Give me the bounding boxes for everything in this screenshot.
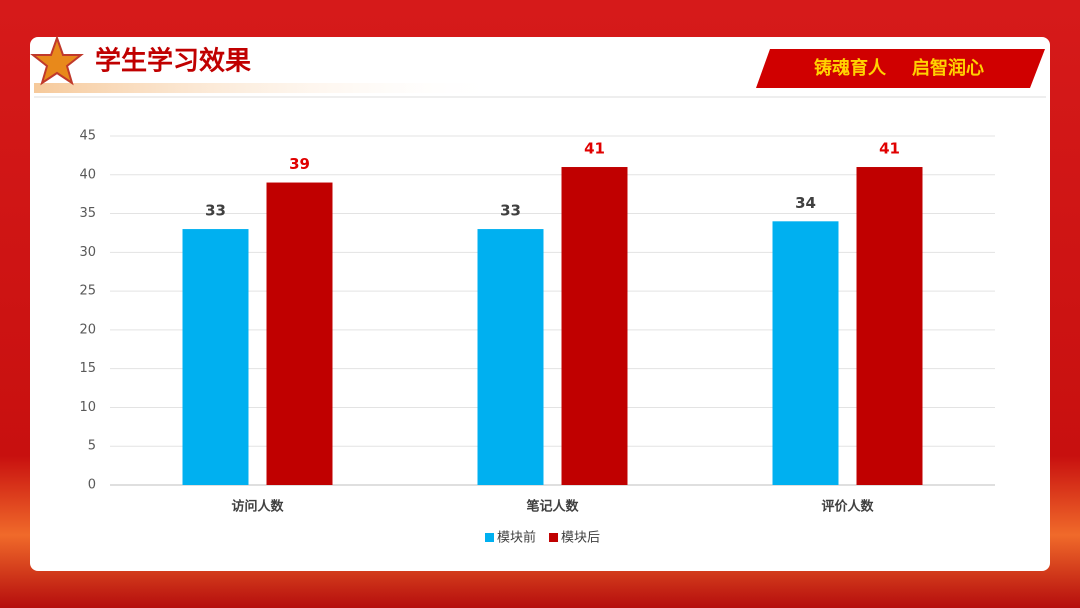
y-tick-label: 20 [79, 322, 96, 337]
legend-label: 模块后 [561, 531, 600, 546]
bar [561, 167, 628, 485]
y-tick-label: 35 [79, 206, 96, 221]
value-label: 34 [795, 194, 816, 212]
bar [772, 221, 839, 486]
value-label: 33 [205, 202, 226, 220]
slogan: 启智润心 [912, 57, 984, 79]
slogan-banner [756, 49, 1045, 88]
legend-swatch [485, 533, 494, 542]
value-label: 41 [879, 140, 900, 158]
y-tick-label: 45 [79, 129, 96, 144]
legend-swatch [549, 533, 559, 542]
slogan: 铸魂育人 [814, 57, 887, 79]
y-tick-label: 30 [79, 245, 96, 260]
value-label: 39 [289, 155, 310, 173]
y-tick-label: 25 [79, 284, 96, 299]
legend-label: 模块前 [497, 530, 536, 546]
x-tick-label: 笔记人数 [526, 499, 579, 515]
bar [182, 229, 249, 485]
value-label: 33 [500, 202, 521, 220]
value-label: 41 [584, 140, 605, 158]
x-tick-label: 评价人数 [821, 499, 874, 515]
bar [856, 167, 923, 485]
bar [266, 182, 333, 486]
y-tick-label: 5 [88, 439, 96, 454]
bar [477, 229, 544, 485]
y-tick-label: 40 [79, 167, 96, 182]
y-tick-label: 15 [79, 361, 96, 376]
star-icon [30, 34, 84, 86]
slide-title: 学生学习效果 [95, 46, 251, 77]
y-tick-label: 0 [88, 478, 96, 493]
header-accent [34, 83, 504, 93]
x-tick-label: 访问人数 [231, 499, 284, 515]
y-tick-label: 10 [79, 400, 96, 415]
